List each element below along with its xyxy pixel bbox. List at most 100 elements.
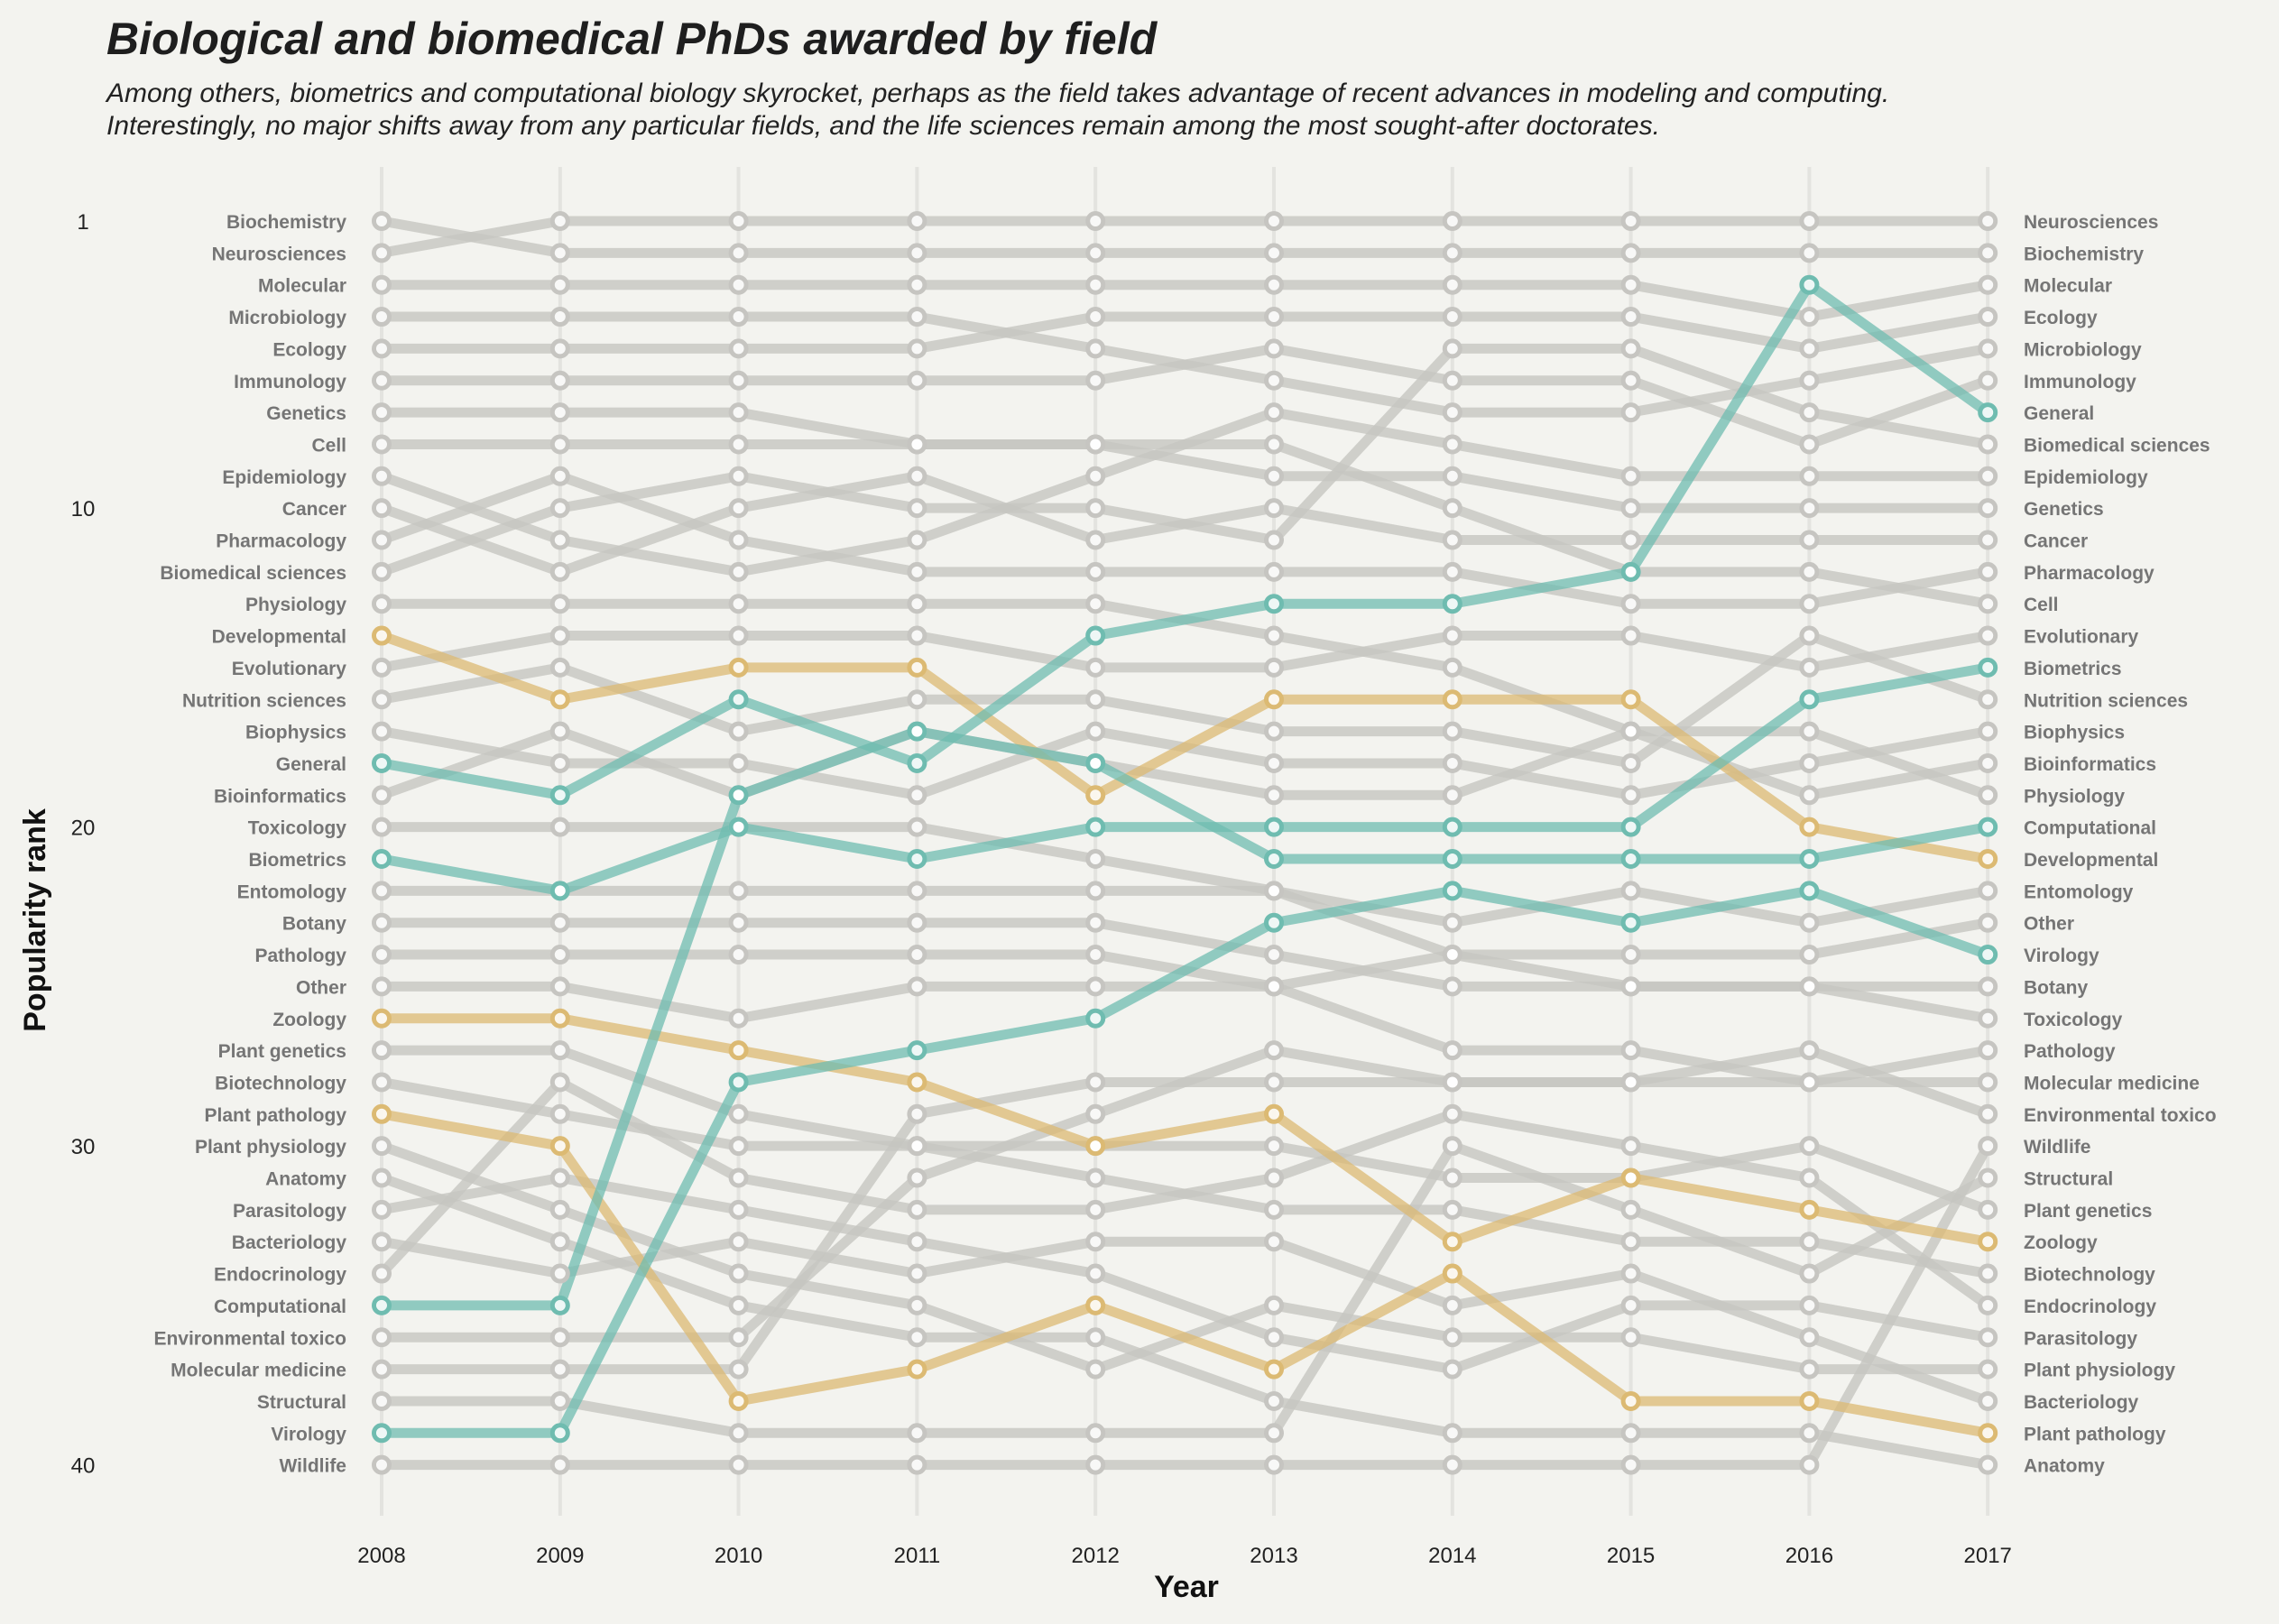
point-neurosciences-2014 [1442, 211, 1462, 231]
point-anatomy-2012 [1085, 1327, 1106, 1348]
point-endocrinology-2008 [372, 1263, 392, 1284]
point-epidemiology-2017 [1978, 466, 1998, 486]
left-label-pathology: Pathology [254, 946, 346, 966]
right-label-bacteriology: Bacteriology [2024, 1392, 2139, 1413]
point-zoology-2014 [1442, 1232, 1462, 1252]
point-biochemistry-2017 [1978, 243, 1998, 263]
point-genetics-2014 [1442, 466, 1462, 486]
point-botany-2012 [1085, 912, 1106, 933]
left-label-bacteriology: Bacteriology [232, 1232, 347, 1253]
point-cell-2008 [372, 434, 392, 455]
point-physiology-2014 [1442, 657, 1462, 678]
point-biotechnology-2016 [1799, 1232, 1820, 1252]
point-immunology-2017 [1978, 370, 1998, 391]
point-molecular-2012 [1085, 274, 1106, 295]
point-biophysics-2016 [1799, 752, 1820, 773]
right-label-bioinformatics: Bioinformatics [2024, 754, 2156, 775]
point-cancer-2015 [1620, 530, 1641, 550]
point-molecular-2017 [1978, 274, 1998, 295]
point-biophysics-2009 [549, 752, 570, 773]
point-other-2009 [549, 976, 570, 997]
point-neurosciences-2012 [1085, 211, 1106, 231]
series-line-genetics [376, 407, 1993, 513]
right-label-developmental: Developmental [2024, 850, 2158, 871]
point-biometrics-2010 [728, 817, 749, 837]
point-neurosciences-2013 [1264, 211, 1284, 231]
point-molecular-medicine-2010 [728, 1359, 749, 1379]
point-pathology-2012 [1085, 945, 1106, 965]
point-biochemistry-2010 [728, 243, 749, 263]
point-biometrics-2014 [1442, 817, 1462, 837]
right-label-environmental-toxico: Environmental toxico [2024, 1105, 2217, 1126]
point-parasitology-2015 [1620, 1295, 1641, 1315]
point-other-2011 [907, 976, 927, 997]
point-biomedical-sciences-2012 [1085, 498, 1106, 519]
left-label-microbiology: Microbiology [228, 308, 346, 328]
point-evolutionary-2009 [549, 625, 570, 646]
point-wildlife-2009 [549, 1454, 570, 1475]
point-toxicology-2012 [1085, 849, 1106, 869]
point-toxicology-2011 [907, 817, 927, 837]
point-cell-2011 [907, 434, 927, 455]
y-tick-10: 10 [71, 497, 96, 521]
right-label-zoology: Zoology [2024, 1232, 2098, 1253]
point-cancer-2012 [1085, 530, 1106, 550]
point-pharmacology-2011 [907, 561, 927, 582]
point-bacteriology-2013 [1264, 1232, 1284, 1252]
point-computational-2017 [1978, 817, 1998, 837]
point-cell-2009 [549, 434, 570, 455]
left-label-neurosciences: Neurosciences [212, 244, 346, 264]
point-bioinformatics-2013 [1264, 785, 1284, 806]
point-neurosciences-2015 [1620, 211, 1641, 231]
point-botany-2008 [372, 912, 392, 933]
point-cancer-2008 [372, 498, 392, 519]
point-structural-2015 [1620, 1199, 1641, 1220]
point-zoology-2013 [1264, 1103, 1284, 1124]
point-virology-2011 [907, 1040, 927, 1061]
point-bacteriology-2012 [1085, 1232, 1106, 1252]
y-tick-1: 1 [77, 210, 88, 235]
point-general-2009 [549, 785, 570, 806]
point-molecular-medicine-2012 [1085, 1072, 1106, 1093]
point-cancer-2010 [728, 498, 749, 519]
x-tick-2015: 2015 [1607, 1544, 1655, 1568]
point-evolutionary-2013 [1264, 657, 1284, 678]
subtitle-line-1: Among others, biometrics and computation… [106, 78, 1890, 108]
point-cell-2013 [1264, 434, 1284, 455]
point-biotechnology-2012 [1085, 1167, 1106, 1188]
point-biomedical-sciences-2013 [1264, 530, 1284, 550]
right-label-immunology: Immunology [2024, 372, 2136, 392]
point-developmental-2009 [549, 689, 570, 710]
point-general-2016 [1799, 274, 1820, 295]
point-plant-pathology-2011 [907, 1359, 927, 1379]
right-label-cancer: Cancer [2024, 531, 2088, 552]
point-computational-2008 [372, 1295, 392, 1315]
left-label-anatomy: Anatomy [265, 1169, 346, 1190]
series-line-structural [376, 1140, 1993, 1438]
point-immunology-2015 [1620, 370, 1641, 391]
left-label-biotechnology: Biotechnology [215, 1073, 346, 1093]
point-biotechnology-2008 [372, 1072, 392, 1093]
point-plant-pathology-2016 [1799, 1390, 1820, 1411]
point-virology-2013 [1264, 912, 1284, 933]
point-neurosciences-2017 [1978, 211, 1998, 231]
y-tick-30: 30 [71, 1135, 96, 1159]
point-biochemistry-2015 [1620, 243, 1641, 263]
point-nutrition-sciences-2008 [372, 689, 392, 710]
point-evolutionary-2016 [1799, 657, 1820, 678]
point-plant-physiology-2011 [907, 1295, 927, 1315]
right-label-epidemiology: Epidemiology [2024, 467, 2148, 488]
point-molecular-medicine-2013 [1264, 1072, 1284, 1093]
series-line-pharmacology [376, 471, 1993, 609]
point-epidemiology-2014 [1442, 434, 1462, 455]
point-cancer-2011 [907, 466, 927, 486]
left-label-wildlife: Wildlife [280, 1456, 346, 1477]
point-developmental-2011 [907, 657, 927, 678]
right-label-plant-physiology: Plant physiology [2024, 1361, 2175, 1381]
point-nutrition-sciences-2013 [1264, 721, 1284, 742]
point-anatomy-2017 [1978, 1454, 1998, 1475]
series-line-wildlife [376, 1140, 1993, 1471]
series-points [372, 211, 1998, 1475]
point-plant-physiology-2009 [549, 1199, 570, 1220]
point-pathology-2017 [1978, 1040, 1998, 1061]
